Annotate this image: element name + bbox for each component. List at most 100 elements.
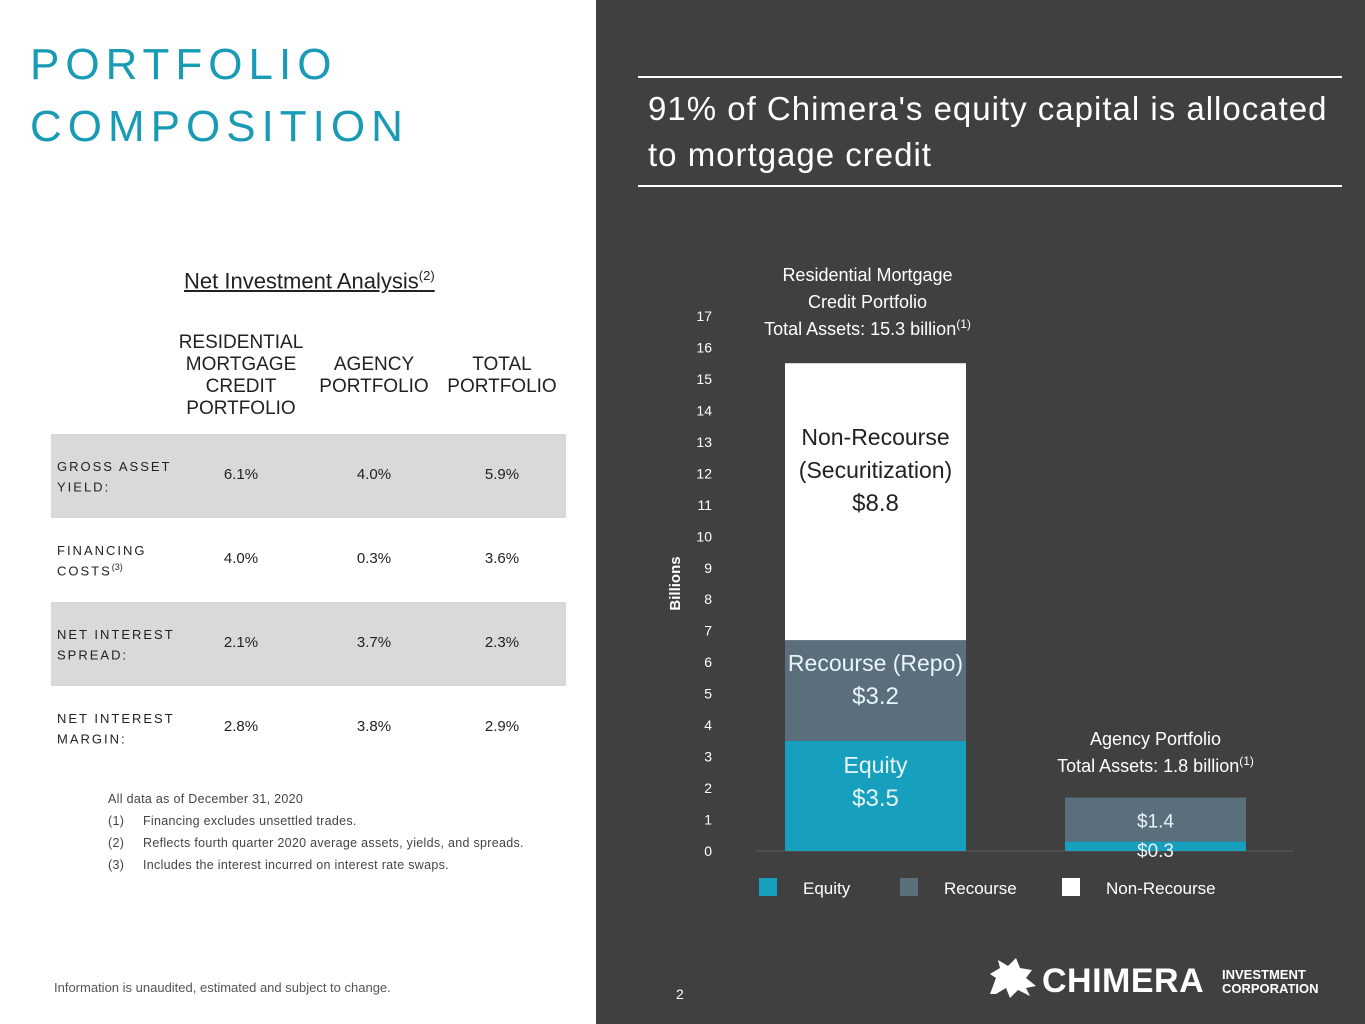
headline: 91% of Chimera's equity capital is alloc… <box>648 90 1328 173</box>
page-number: 2 <box>676 986 684 1002</box>
cell-agency: 3.7% <box>356 634 392 651</box>
legend-label: Equity <box>803 879 851 898</box>
bar-segment-non-recourse <box>785 363 966 641</box>
footnote-asof: All data as of December 31, 2020 <box>108 792 304 806</box>
cell-total: 5.9% <box>484 466 520 483</box>
y-tick-label: 12 <box>696 465 712 481</box>
y-tick-label: 4 <box>704 717 712 733</box>
column-header-total: TOTAL PORTFOLIO <box>447 354 557 397</box>
legend-swatch <box>759 878 777 896</box>
row-label-text: NET INTEREST SPREAD: <box>57 627 175 663</box>
y-tick-label: 14 <box>696 402 712 418</box>
category-titles: Residential Mortgage Credit Portfolio Tota… <box>764 265 1254 776</box>
y-tick-label: 0 <box>704 843 712 859</box>
category-title-line: Total Assets: 1.8 billion(1) <box>1057 754 1254 776</box>
table-title-text: Net Investment Analysis <box>184 268 419 294</box>
y-tick-label: 15 <box>696 371 712 387</box>
category-title-line: Agency Portfolio <box>1090 729 1221 749</box>
footnote-item: (2) Reflects fourth quarter 2020 average … <box>108 832 524 854</box>
footnote-item: (1) Financing excludes unsettled trades. <box>108 810 524 832</box>
row-label: GROSS ASSET YIELD: <box>57 458 177 495</box>
category-title-sup: (1) <box>1239 754 1254 768</box>
row-label-text: FINANCING COSTS <box>57 543 147 579</box>
bar-segment-equity <box>785 740 966 851</box>
y-tick-label: 6 <box>704 654 712 670</box>
bar-value-label: Equity <box>844 752 908 778</box>
cell-total: 3.6% <box>484 550 520 567</box>
disclaimer-footer: Information is unaudited, estimated and … <box>54 980 391 995</box>
footnotes: All data as of December 31, 2020 (1) Fina… <box>108 788 524 876</box>
cell-total: 2.3% <box>484 634 520 651</box>
y-tick-label: 8 <box>704 591 712 607</box>
page-title-line2: COMPOSITION <box>30 102 409 151</box>
footnote-number: (2) <box>108 836 125 850</box>
cell-residential: 2.8% <box>223 718 259 735</box>
bar-segment-recourse <box>785 640 966 741</box>
bar-value-label: $3.2 <box>852 683 899 710</box>
row-label: FINANCING COSTS(3) <box>57 542 157 579</box>
legend-label: Recourse <box>944 879 1017 898</box>
y-tick-label: 3 <box>704 749 712 765</box>
logo-sub2: CORPORATION <box>1222 981 1319 996</box>
legend-label: Non-Recourse <box>1106 879 1216 898</box>
column-header-residential: RESIDENTIAL MORTGAGE CREDIT PORTFOLIO <box>178 332 304 419</box>
footnote-text: Reflects fourth quarter 2020 average ass… <box>143 836 524 850</box>
table-row: NET INTEREST SPREAD: 2.1% 3.7% 2.3% <box>51 602 566 686</box>
footnote-number: (1) <box>108 814 125 828</box>
cell-total: 2.9% <box>484 718 520 735</box>
y-axis-label: Billions <box>667 556 684 610</box>
category-title-line: Total Assets: 15.3 billion(1) <box>764 317 971 339</box>
chimera-logo: CHIMERA INVESTMENT CORPORATION <box>990 958 1319 1000</box>
right-panel <box>596 0 1365 1024</box>
page-title: PORTFOLIO COMPOSITION <box>30 34 409 158</box>
y-tick-label: 10 <box>696 528 712 544</box>
cell-residential: 6.1% <box>223 466 259 483</box>
cell-agency: 0.3% <box>356 550 392 567</box>
y-tick-label: 5 <box>704 686 712 702</box>
logo-sub1: INVESTMENT <box>1222 967 1306 982</box>
footnote-text: Financing excludes unsettled trades. <box>143 814 357 828</box>
cell-agency: 3.8% <box>356 718 392 735</box>
y-tick-label: 11 <box>697 497 712 513</box>
y-tick-label: 1 <box>704 812 712 828</box>
legend: Equity Recourse Non-Recourse <box>759 878 1216 898</box>
bar-segment-equity <box>1065 841 1246 851</box>
cell-residential: 2.1% <box>223 634 259 651</box>
bar-value-label: $0.3 <box>1137 841 1174 862</box>
y-tick-label: 7 <box>704 623 712 639</box>
table-row: GROSS ASSET YIELD: 6.1% 4.0% 5.9% <box>51 434 566 518</box>
logo-name: CHIMERA <box>1042 962 1204 1000</box>
y-tick-label: 9 <box>704 560 712 576</box>
category-title-line: Credit Portfolio <box>808 292 927 312</box>
row-label-sup: (3) <box>111 562 123 572</box>
griffin-icon <box>990 958 1036 998</box>
page-title-line1: PORTFOLIO <box>30 40 338 89</box>
cell-agency: 4.0% <box>356 466 392 483</box>
footnote-text: Includes the interest incurred on intere… <box>143 858 449 872</box>
row-label-text: GROSS ASSET YIELD: <box>57 459 172 495</box>
row-label: NET INTEREST SPREAD: <box>57 626 177 663</box>
category-title-line: Residential Mortgage <box>782 265 952 285</box>
y-tick-label: 16 <box>696 339 712 355</box>
left-panel: PORTFOLIO COMPOSITION Net Investment Ana… <box>0 0 596 1024</box>
bar-value-label: $3.5 <box>852 785 899 812</box>
bar-value-label: $8.8 <box>852 490 899 517</box>
footnote-number: (3) <box>108 858 125 872</box>
table-row: NET INTEREST MARGIN: 2.8% 3.8% 2.9% <box>51 686 566 770</box>
row-label: NET INTEREST MARGIN: <box>57 710 177 747</box>
table-title: Net Investment Analysis(2) <box>184 268 435 294</box>
category-title-sup: (1) <box>956 317 971 331</box>
bar-value-label: $1.4 <box>1137 812 1174 833</box>
bars: Equity $3.5 Recourse (Repo) $3.2 Non-Recours… <box>785 363 1246 862</box>
legend-swatch <box>1062 878 1080 896</box>
bar-segment-recourse <box>1065 797 1246 842</box>
bar-value-label: Recourse (Repo) <box>788 650 963 676</box>
y-tick-label: 17 <box>696 308 712 324</box>
footnote-item: (3) Includes the interest incurred on int… <box>108 854 524 876</box>
row-label-text: NET INTEREST MARGIN: <box>57 711 175 747</box>
legend-swatch <box>900 878 918 896</box>
table-title-sup: (2) <box>418 268 435 283</box>
column-header-agency: AGENCY PORTFOLIO <box>319 354 429 397</box>
